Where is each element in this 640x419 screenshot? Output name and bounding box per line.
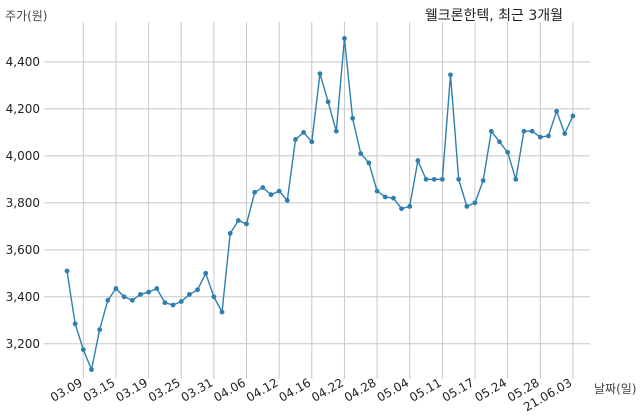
data-point	[456, 176, 462, 182]
y-tick-label: 3,200	[6, 337, 40, 351]
data-point	[72, 321, 78, 327]
data-point	[350, 115, 355, 121]
data-point	[497, 139, 502, 145]
data-point	[439, 176, 445, 182]
data-point	[529, 128, 535, 134]
data-point	[219, 309, 225, 315]
data-point	[170, 302, 176, 308]
data-point	[162, 300, 168, 306]
price-series-line	[66, 38, 574, 373]
x-tick-label: 03.31	[179, 375, 216, 404]
data-point	[480, 178, 486, 183]
x-tick-label: 05.04	[374, 375, 411, 404]
data-point	[382, 194, 388, 200]
data-point	[537, 134, 543, 140]
x-tick-labels: 03.0903.1503.1903.2503.3104.0604.1204.16…	[48, 375, 574, 414]
data-point	[505, 149, 511, 155]
data-point	[195, 287, 200, 293]
data-point	[301, 129, 307, 135]
data-point	[513, 176, 519, 182]
data-point	[97, 327, 103, 333]
y-tick-label: 4,200	[6, 102, 40, 116]
data-point	[227, 230, 233, 236]
x-tick-label: 03.15	[81, 375, 118, 404]
x-tick-label: 03.19	[113, 375, 150, 404]
data-point	[391, 195, 396, 201]
y-tick-label: 4,400	[6, 55, 40, 69]
data-point	[244, 221, 249, 227]
x-tick-label: 04.12	[244, 375, 281, 404]
price-data-points	[64, 36, 576, 373]
data-point	[64, 268, 70, 274]
data-point	[366, 160, 372, 166]
data-point	[268, 192, 274, 198]
x-tick-label: 04.22	[309, 375, 346, 404]
data-point	[415, 158, 421, 163]
data-point	[448, 72, 453, 78]
chart-title: 웰크론한텍, 최근 3개월	[425, 8, 563, 24]
data-point	[431, 176, 437, 182]
y-axis-title: 주가(원)	[5, 9, 47, 23]
data-point	[154, 286, 160, 291]
data-point	[374, 188, 380, 194]
data-point	[252, 189, 258, 195]
data-point	[105, 297, 111, 303]
data-point	[276, 188, 282, 194]
data-point	[325, 99, 331, 105]
y-tick-labels: 3,200 3,400 3,600 3,800 4,000 4,200 4,400	[6, 55, 40, 351]
data-point	[317, 71, 323, 77]
data-point	[293, 137, 298, 142]
data-point	[235, 218, 241, 223]
grid	[44, 22, 590, 379]
data-point	[129, 297, 135, 303]
data-point	[146, 289, 152, 295]
data-point	[423, 176, 429, 182]
data-point	[546, 133, 551, 139]
data-point	[342, 36, 347, 41]
data-point	[203, 270, 209, 276]
data-point	[89, 367, 94, 373]
x-tick-label: 05.11	[407, 375, 444, 404]
data-point	[464, 203, 470, 209]
x-tick-label: 03.09	[48, 375, 85, 404]
data-point	[521, 128, 527, 134]
data-point	[472, 200, 478, 206]
data-point	[138, 292, 143, 297]
data-point	[488, 128, 494, 134]
data-point	[554, 108, 559, 114]
data-point	[333, 128, 339, 134]
x-tick-label: 05.24	[472, 375, 509, 404]
x-tick-label: 04.06	[211, 375, 248, 404]
data-point	[570, 113, 576, 119]
data-point	[309, 139, 315, 145]
data-point	[358, 151, 364, 156]
data-point	[407, 203, 413, 209]
y-tick-label: 3,600	[6, 243, 40, 257]
data-point	[187, 292, 192, 297]
x-tick-label: 03.25	[146, 375, 183, 404]
x-axis-title: 날짜(일)	[594, 382, 636, 396]
data-point	[284, 198, 290, 203]
data-point	[113, 286, 119, 291]
data-point	[178, 299, 184, 304]
data-point	[399, 206, 404, 212]
data-point	[562, 131, 568, 136]
data-point	[121, 294, 127, 300]
data-point	[260, 185, 266, 190]
x-tick-label: 04.16	[277, 375, 314, 404]
y-tick-label: 3,400	[6, 290, 40, 304]
data-point	[80, 347, 86, 353]
y-tick-label: 3,800	[6, 196, 40, 210]
data-point	[211, 294, 217, 300]
x-tick-label: 04.28	[342, 375, 379, 404]
x-tick-label: 05.17	[440, 375, 477, 404]
y-tick-label: 4,000	[6, 149, 40, 163]
